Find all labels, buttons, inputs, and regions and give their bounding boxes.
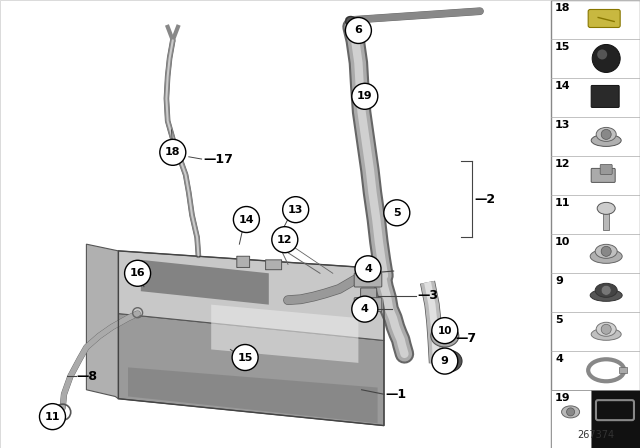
Text: 15: 15 (237, 353, 253, 362)
Circle shape (40, 404, 65, 430)
Ellipse shape (590, 250, 622, 263)
FancyBboxPatch shape (237, 256, 250, 267)
Ellipse shape (591, 134, 621, 146)
Bar (603, 211, 609, 230)
Text: —7: —7 (456, 332, 477, 345)
Bar (619, 367, 627, 373)
Text: —8: —8 (77, 370, 98, 383)
Ellipse shape (595, 283, 617, 297)
Ellipse shape (434, 350, 462, 372)
Circle shape (592, 44, 620, 73)
Text: 11: 11 (555, 198, 570, 208)
Circle shape (566, 408, 575, 416)
Ellipse shape (595, 244, 617, 258)
Circle shape (352, 83, 378, 109)
Text: 10: 10 (555, 237, 570, 247)
Circle shape (283, 197, 308, 223)
Text: 4: 4 (361, 304, 369, 314)
Text: 10: 10 (438, 326, 452, 336)
Circle shape (234, 207, 259, 233)
Text: —3: —3 (417, 289, 438, 302)
Text: 19: 19 (357, 91, 372, 101)
Text: 13: 13 (555, 120, 570, 130)
FancyBboxPatch shape (600, 164, 612, 174)
Text: —1: —1 (385, 388, 406, 401)
Ellipse shape (597, 202, 615, 214)
Polygon shape (141, 260, 269, 305)
Circle shape (432, 348, 458, 374)
Text: 5: 5 (555, 315, 563, 325)
FancyBboxPatch shape (354, 273, 382, 287)
Circle shape (441, 354, 455, 368)
Ellipse shape (561, 406, 580, 418)
Text: 16: 16 (130, 268, 145, 278)
Polygon shape (118, 314, 384, 426)
Text: 14: 14 (555, 81, 571, 91)
Circle shape (438, 329, 452, 343)
Text: 14: 14 (239, 215, 254, 224)
Circle shape (601, 324, 611, 334)
FancyBboxPatch shape (360, 288, 377, 303)
Text: 19: 19 (555, 393, 571, 403)
Text: 6: 6 (355, 26, 362, 35)
Ellipse shape (431, 325, 459, 347)
Text: 267374: 267374 (577, 430, 614, 440)
Circle shape (601, 246, 611, 256)
Circle shape (346, 17, 356, 26)
FancyBboxPatch shape (591, 86, 619, 108)
Text: —17: —17 (203, 152, 233, 166)
Text: 4: 4 (555, 354, 563, 364)
Ellipse shape (596, 322, 616, 336)
Text: 11: 11 (45, 412, 60, 422)
Circle shape (272, 227, 298, 253)
Text: 12: 12 (277, 235, 292, 245)
Circle shape (384, 200, 410, 226)
Circle shape (125, 260, 150, 286)
Bar (551, 0, 640, 448)
Text: 5: 5 (393, 208, 401, 218)
Circle shape (601, 129, 611, 139)
Polygon shape (118, 251, 384, 340)
Polygon shape (128, 367, 378, 423)
Text: 12: 12 (555, 159, 570, 169)
FancyBboxPatch shape (591, 168, 615, 182)
Circle shape (352, 296, 378, 322)
Circle shape (232, 345, 258, 370)
Ellipse shape (591, 328, 621, 340)
Bar (551, 390, 591, 448)
Text: 9: 9 (555, 276, 563, 286)
Text: 18: 18 (165, 147, 180, 157)
Circle shape (432, 318, 458, 344)
Circle shape (601, 285, 611, 295)
Polygon shape (211, 305, 358, 363)
Polygon shape (86, 244, 118, 399)
Circle shape (355, 256, 381, 282)
Circle shape (597, 49, 607, 60)
Bar (591, 390, 640, 448)
FancyBboxPatch shape (354, 297, 382, 312)
FancyBboxPatch shape (266, 260, 282, 270)
Text: 15: 15 (555, 42, 570, 52)
Circle shape (346, 17, 371, 43)
Text: 18: 18 (555, 3, 570, 13)
Text: 4: 4 (364, 264, 372, 274)
Circle shape (160, 139, 186, 165)
Ellipse shape (590, 289, 622, 302)
FancyBboxPatch shape (588, 9, 620, 27)
Text: 13: 13 (288, 205, 303, 215)
Text: 9: 9 (441, 356, 449, 366)
Ellipse shape (596, 127, 616, 142)
Text: —2: —2 (474, 193, 495, 206)
